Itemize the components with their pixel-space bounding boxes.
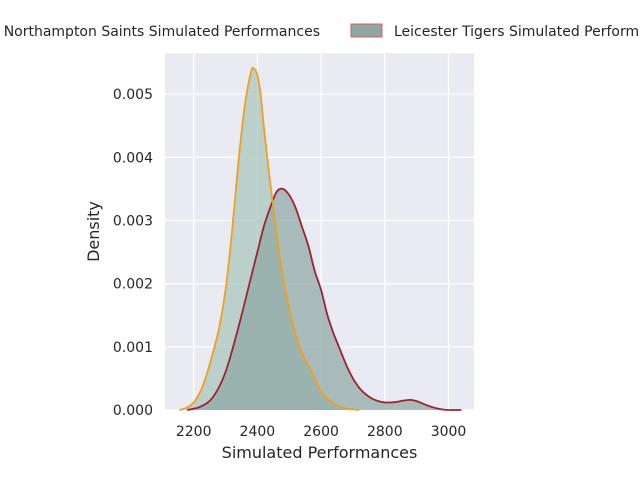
legend-label-leicester: Leicester Tigers Simulated Performances [394, 24, 640, 40]
y-axis-label: Density [84, 201, 103, 262]
x-tick-label: 2400 [240, 424, 276, 440]
x-tick-label: 2800 [367, 424, 403, 440]
y-tick-label: 0.000 [113, 403, 153, 419]
legend-swatch-leicester [350, 23, 383, 38]
y-tick-label: 0.001 [113, 340, 153, 356]
y-tick-label: 0.002 [113, 277, 153, 293]
series-line-northampton [179, 66, 360, 411]
x-tick-label: 2200 [176, 424, 212, 440]
x-tick-label: 2600 [303, 424, 339, 440]
tick-labels: 2200 2400 2600 2800 3000 0.000 0.001 0.002 0.003… [113, 87, 466, 440]
y-tick-label: 0.004 [113, 150, 153, 166]
legend: Northampton Saints Simulated Performance… [4, 23, 640, 40]
series-line-leicester [187, 187, 462, 411]
x-axis-label: Simulated Performances [222, 443, 418, 462]
series-area-leicester [187, 188, 462, 410]
x-tick-label: 3000 [431, 424, 467, 440]
y-tick-label: 0.003 [113, 213, 153, 229]
legend-label-northampton: Northampton Saints Simulated Performance… [4, 24, 320, 40]
series-layer [179, 66, 462, 411]
y-tick-label: 0.005 [113, 87, 153, 103]
